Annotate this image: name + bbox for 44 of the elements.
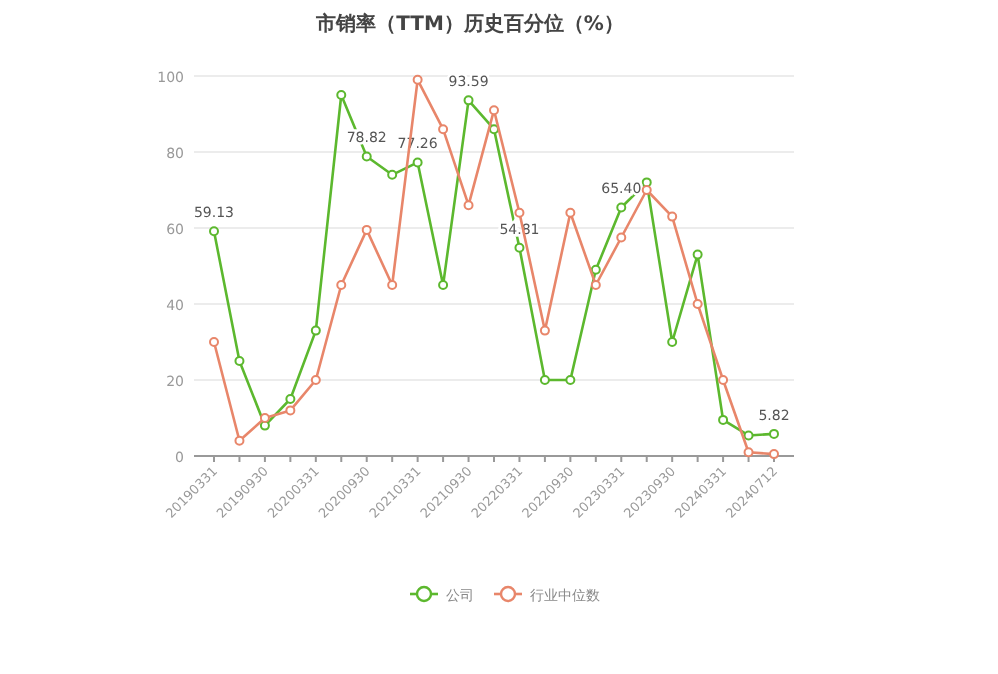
point	[616, 202, 627, 213]
point	[641, 185, 652, 195]
point	[310, 375, 321, 385]
point	[234, 435, 245, 446]
point	[489, 105, 499, 116]
point	[285, 394, 296, 404]
point	[590, 280, 601, 290]
point	[412, 157, 423, 168]
point	[310, 325, 321, 336]
point	[387, 169, 398, 180]
point	[234, 356, 245, 366]
point	[590, 264, 601, 275]
chart-title: 市销率（TTM）历史百分位（%）	[314, 12, 624, 36]
point	[667, 211, 678, 222]
point	[463, 95, 474, 106]
point	[539, 375, 550, 385]
point	[209, 337, 219, 347]
point	[463, 200, 474, 211]
point	[692, 299, 703, 309]
point	[259, 413, 270, 423]
point	[667, 337, 678, 347]
point	[209, 226, 219, 237]
point	[387, 280, 398, 290]
point	[539, 325, 550, 336]
point	[336, 280, 347, 290]
point	[616, 232, 627, 243]
point	[743, 430, 754, 441]
point	[285, 405, 296, 416]
point	[565, 375, 576, 385]
point	[438, 124, 449, 135]
point	[718, 414, 729, 425]
point	[438, 280, 449, 290]
point	[565, 207, 576, 218]
point	[692, 249, 703, 260]
point	[412, 74, 423, 85]
point	[718, 375, 729, 385]
point	[514, 207, 525, 218]
point	[743, 447, 754, 458]
point	[336, 90, 347, 100]
point	[514, 242, 525, 253]
point	[769, 428, 779, 439]
point	[769, 449, 779, 460]
point	[361, 224, 372, 235]
point	[361, 151, 372, 162]
